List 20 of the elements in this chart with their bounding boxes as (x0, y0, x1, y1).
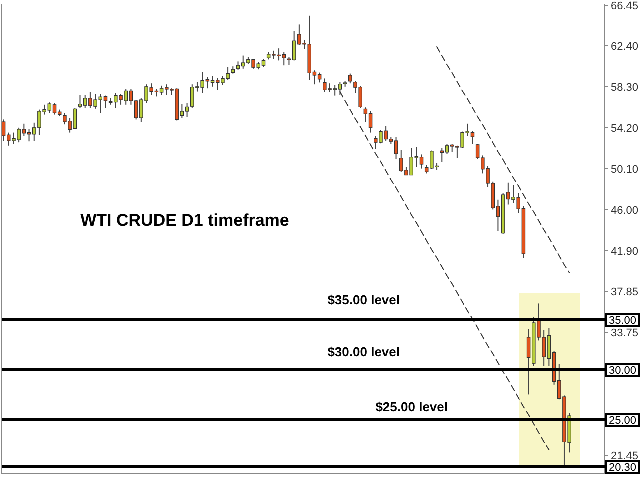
annotation: $35.00 level (328, 292, 400, 308)
ref-line-label: 35.00 (609, 314, 637, 327)
y-tick-label: 33.75 (611, 327, 639, 340)
annotation: $25.00 level (376, 400, 448, 415)
line-series (436, 46, 570, 274)
text: WTI CRUDE D1 timeframe (80, 210, 290, 230)
annotation: $30.00 level (328, 344, 400, 360)
y-tick-label: 50.10 (611, 164, 639, 176)
ref-line-label: 30.00 (609, 364, 637, 377)
y-tick-label: 54.20 (611, 122, 639, 135)
y-tick-label: 62.40 (611, 40, 639, 53)
ref-line-label: 20.30 (609, 462, 637, 474)
y-tick-label: 21.45 (611, 450, 639, 462)
y-tick-label: 58.30 (611, 82, 639, 94)
y-tick-label: 66.45 (611, 0, 639, 12)
y-tick-label: 46.00 (611, 204, 639, 217)
candlestick (348, 73, 352, 84)
ref-line-label: 25.00 (609, 414, 637, 427)
y-tick-label: 41.90 (611, 246, 639, 258)
y-tick-label: 37.85 (611, 286, 639, 298)
